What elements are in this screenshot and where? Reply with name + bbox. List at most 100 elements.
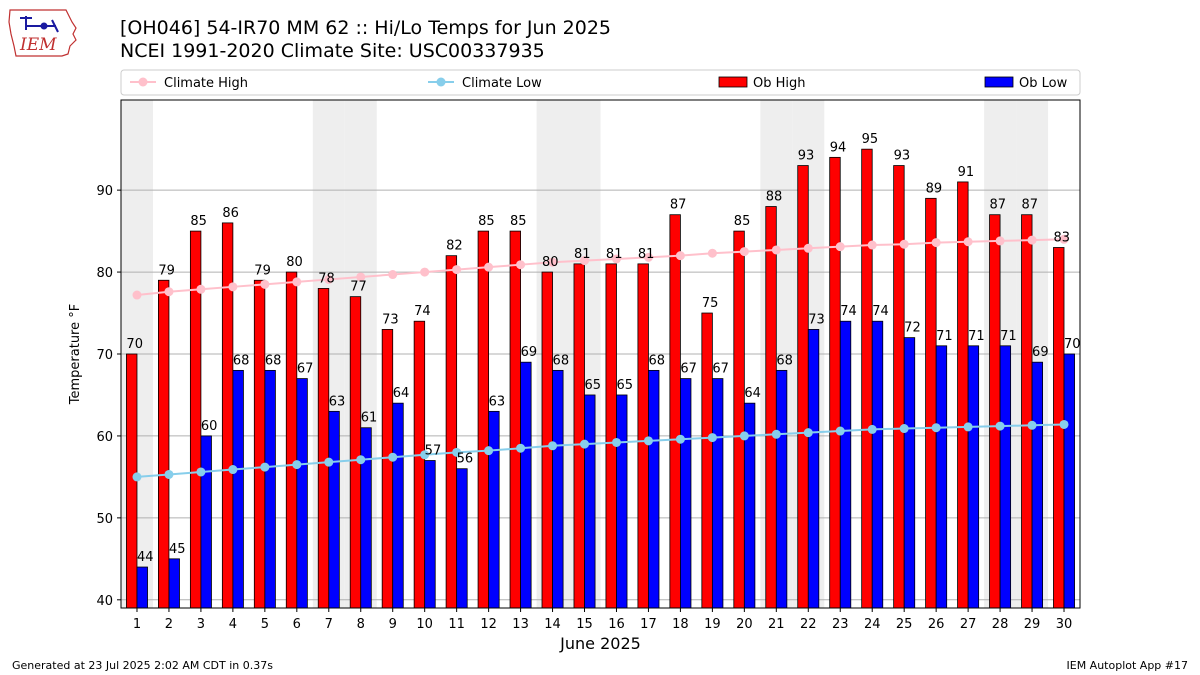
ob-high-label: 85: [734, 214, 751, 229]
ob-low-bar: [999, 345, 1012, 609]
x-tick-label: 23: [832, 617, 849, 632]
climate-high-point: [548, 257, 558, 267]
ob-high-bar: [541, 271, 553, 609]
ob-low-bar: [488, 410, 500, 609]
ob-high-label: 82: [446, 239, 463, 254]
climate-low-point: [771, 429, 781, 439]
ob-low-bar: [168, 558, 180, 609]
ob-high-bar: [861, 148, 873, 609]
ob-low-bar: [200, 435, 212, 609]
climate-high-point: [516, 260, 526, 270]
climate-low-point: [580, 439, 590, 449]
ob-low-label: 64: [744, 386, 761, 401]
x-tick-label: 18: [672, 617, 689, 632]
ob-low-label: 74: [872, 304, 889, 319]
climate-high-point: [931, 238, 941, 248]
x-tick-label: 8: [357, 617, 365, 632]
ob-low-label: 63: [329, 394, 346, 409]
plot-frame: [120, 99, 1081, 609]
climate-high-point: [707, 248, 717, 258]
climate-high-point: [388, 270, 398, 280]
climate-high-point: [292, 277, 302, 287]
x-tick-label: 1: [133, 617, 141, 632]
climate-low-point: [196, 467, 206, 477]
ob-low-bar: [680, 378, 692, 609]
climate-low-point: [516, 443, 526, 453]
chart-subtitle: NCEI 1991-2020 Climate Site: USC00337935: [120, 40, 545, 62]
ob-low-label: 60: [201, 419, 218, 434]
ob-high-label: 81: [606, 247, 623, 262]
x-tick-label: 2: [165, 617, 173, 632]
y-tick-label: 50: [96, 512, 113, 527]
bar-value-labels: 70 44 79 45 85 60 86 68 79 68 80 67 78 63 77 61 73 64 74 57…: [126, 132, 1080, 565]
x-tick-label: 30: [1056, 617, 1073, 632]
climate-high-point: [803, 243, 813, 253]
ob-high-bar: [573, 263, 585, 609]
ob-low-label: 65: [585, 378, 602, 393]
ob-high-bar: [829, 156, 841, 609]
ob-high-label: 87: [990, 198, 1007, 213]
x-tick-label: 20: [736, 617, 753, 632]
weather-station-icon: [20, 16, 59, 33]
climate-low-point: [484, 446, 494, 456]
ob-high-bar: [1021, 214, 1033, 609]
ob-low-bar: [232, 369, 244, 609]
generated-timestamp: Generated at 23 Jul 2025 2:02 AM CDT in …: [12, 659, 273, 672]
ob-high-bar: [221, 222, 234, 609]
ob-high-bar: [605, 263, 617, 609]
ob-high-bar: [765, 206, 777, 609]
climate-low-point: [356, 455, 366, 465]
climate-high-point: [739, 247, 749, 257]
ob-high-bar: [317, 288, 330, 609]
x-tick-label: 13: [512, 617, 529, 632]
legend-label: Climate High: [164, 76, 248, 91]
ob-low-label: 69: [521, 345, 538, 360]
ob-high-bar: [925, 197, 937, 609]
ob-low-bar: [520, 361, 532, 609]
ob-high-bar: [701, 312, 713, 609]
ob-low-label: 44: [137, 550, 154, 565]
x-tick-label: 3: [197, 617, 205, 632]
ob-high-label: 93: [798, 149, 815, 164]
ob-high-label: 87: [1022, 198, 1039, 213]
ob-low-bar: [296, 378, 308, 609]
climate-low-point: [292, 460, 302, 470]
ob-high-label: 86: [222, 206, 239, 221]
ob-high-label: 75: [702, 296, 719, 311]
climate-high-point: [1027, 235, 1037, 245]
climate-low-point: [643, 436, 653, 446]
climate-high-point: [867, 240, 877, 250]
ob-low-bar: [839, 320, 852, 609]
ob-high-label: 85: [190, 214, 207, 229]
ob-low-label: 67: [680, 362, 697, 377]
x-tick-label: 26: [928, 617, 945, 632]
ob-low-bar: [456, 468, 468, 609]
ob-low-label: 68: [233, 353, 250, 368]
ob-low-bar: [328, 410, 340, 609]
climate-low-point: [324, 457, 334, 467]
ob-low-label: 67: [297, 362, 314, 377]
ob-low-bar: [871, 320, 884, 609]
ob-low-label: 68: [776, 353, 793, 368]
app-credit: IEM Autoplot App #17: [1066, 659, 1189, 672]
ob-low-bar: [807, 329, 820, 609]
climate-low-point: [995, 421, 1005, 431]
x-tick-label: 27: [960, 617, 977, 632]
x-tick-label: 17: [640, 617, 657, 632]
ob-low-bar: [264, 369, 276, 609]
ob-high-label: 78: [318, 271, 335, 286]
ob-high-bar: [445, 255, 458, 609]
ob-low-label: 70: [1064, 337, 1081, 352]
climate-low-point: [867, 424, 877, 434]
ob-low-bar: [775, 369, 788, 609]
ob-low-bar: [424, 460, 436, 609]
ob-high-bar: [989, 214, 1001, 609]
ob-high-bar: [285, 271, 298, 609]
legend-bar-swatch: [718, 76, 748, 88]
ob-high-label: 94: [830, 140, 847, 155]
climate-low-point: [1059, 419, 1069, 429]
x-tick-label: 19: [704, 617, 721, 632]
x-tick-label: 10: [416, 617, 433, 632]
climate-low-point: [739, 431, 749, 441]
